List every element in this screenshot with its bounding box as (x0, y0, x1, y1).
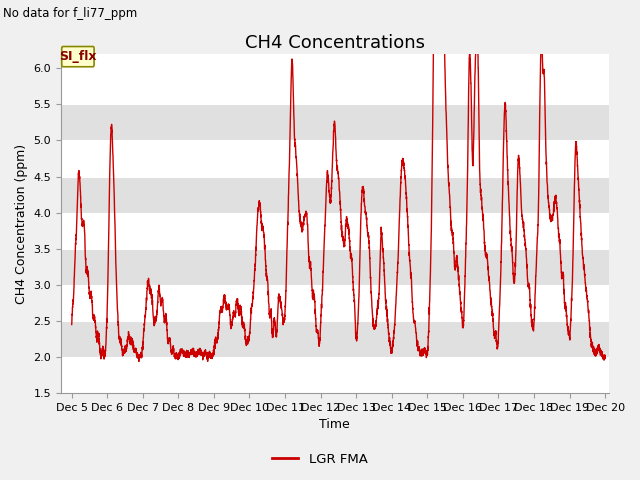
Bar (61, 249, 609, 285)
FancyBboxPatch shape (61, 47, 94, 67)
Bar (61, 104, 609, 141)
Legend: LGR FMA: LGR FMA (267, 447, 373, 471)
Bar (61, 68, 609, 104)
Y-axis label: CH4 Concentration (ppm): CH4 Concentration (ppm) (15, 144, 28, 303)
Bar (61, 321, 609, 357)
Bar (61, 213, 609, 249)
Bar (61, 177, 609, 213)
Bar (61, 357, 609, 393)
X-axis label: Time: Time (319, 419, 350, 432)
Bar (61, 285, 609, 321)
Text: SI_flx: SI_flx (59, 50, 97, 63)
Bar (61, 32, 609, 68)
Text: No data for f_li77_ppm: No data for f_li77_ppm (3, 7, 138, 20)
Title: CH4 Concentrations: CH4 Concentrations (245, 34, 425, 52)
Bar (61, 141, 609, 177)
